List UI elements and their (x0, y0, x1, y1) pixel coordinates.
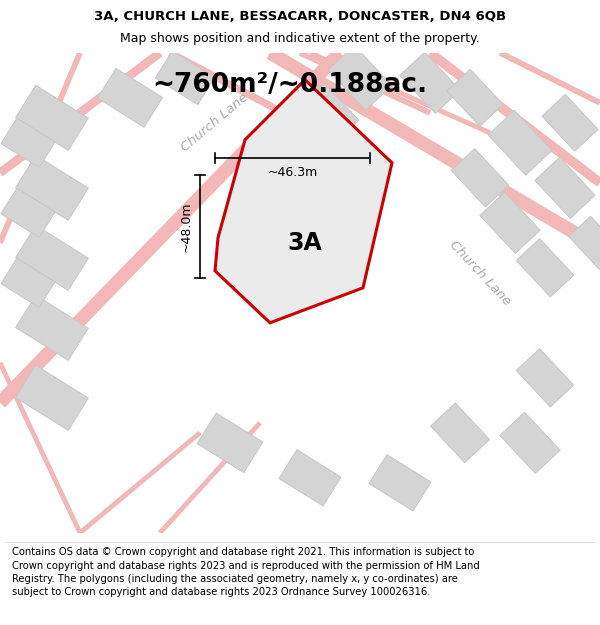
Bar (516, 239, 574, 297)
Bar (16, 225, 88, 291)
Bar (155, 51, 215, 104)
Text: Map shows position and indicative extent of the property.: Map shows position and indicative extent… (120, 32, 480, 45)
Bar (301, 84, 359, 142)
Bar (1, 188, 55, 238)
Text: Contains OS data © Crown copyright and database right 2021. This information is : Contains OS data © Crown copyright and d… (12, 548, 480, 597)
Bar (16, 155, 88, 221)
Text: Church Lane: Church Lane (179, 91, 251, 154)
Text: 3A: 3A (287, 231, 322, 255)
Bar (516, 349, 574, 407)
Text: ~46.3m: ~46.3m (268, 166, 317, 179)
Bar (1, 258, 55, 308)
Bar (431, 403, 490, 462)
Bar (16, 365, 88, 431)
Polygon shape (215, 80, 392, 322)
Text: 3A, CHURCH LANE, BESSACARR, DONCASTER, DN4 6QB: 3A, CHURCH LANE, BESSACARR, DONCASTER, D… (94, 10, 506, 23)
Bar (447, 69, 503, 126)
Bar (569, 216, 600, 269)
Bar (328, 46, 392, 110)
Bar (279, 449, 341, 506)
Bar (500, 412, 560, 473)
Bar (400, 52, 460, 113)
Text: ~760m²/~0.188ac.: ~760m²/~0.188ac. (152, 72, 428, 98)
Bar (488, 111, 552, 175)
Bar (16, 85, 88, 151)
Bar (369, 454, 431, 511)
Text: Church Lane: Church Lane (447, 238, 513, 308)
Bar (1, 118, 55, 168)
Bar (16, 295, 88, 361)
Bar (542, 94, 598, 151)
Bar (480, 192, 540, 253)
Bar (451, 149, 509, 207)
Bar (97, 68, 163, 128)
Text: ~48.0m: ~48.0m (180, 201, 193, 251)
Bar (197, 413, 263, 472)
Bar (535, 158, 595, 218)
